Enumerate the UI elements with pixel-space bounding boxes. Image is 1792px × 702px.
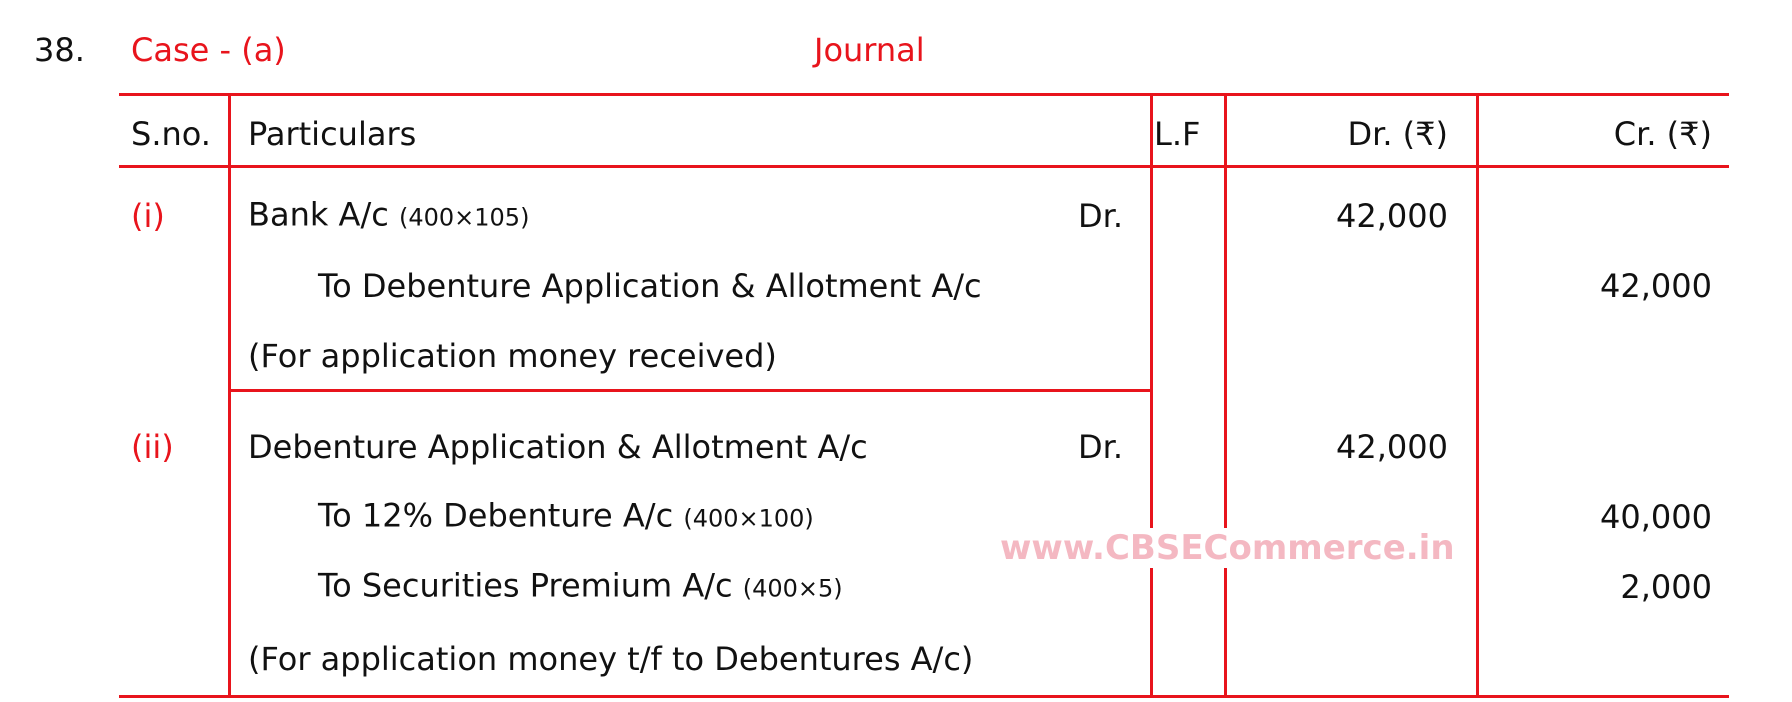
table-bottom-rule — [119, 695, 1729, 698]
cr-amount: 40,000 — [1600, 498, 1712, 536]
col-divider — [1224, 93, 1227, 698]
dr-mark: Dr. — [1078, 197, 1124, 235]
case-label: Case - (a) — [131, 31, 286, 69]
dr-amount: 42,000 — [1336, 428, 1448, 466]
debit-account: Bank A/c (400×105) — [248, 195, 529, 238]
table-top-rule — [119, 93, 1729, 96]
entry-sno: (ii) — [131, 428, 174, 466]
debit-account: Debenture Application & Allotment A/c — [248, 428, 868, 466]
cr-amount: 2,000 — [1620, 568, 1712, 606]
credit-account: To 12% Debenture A/c (400×100) — [318, 496, 814, 539]
header-sno: S.no. — [131, 115, 211, 153]
account-name: Bank A/c — [248, 195, 389, 234]
calculation-note: (400×105) — [398, 203, 530, 232]
account-name: To 12% Debenture A/c — [318, 496, 674, 535]
header-bottom-rule — [119, 165, 1729, 168]
col-divider — [228, 93, 231, 698]
narration: (For application money received) — [248, 337, 777, 375]
entry-sno: (i) — [131, 197, 165, 235]
header-particulars: Particulars — [248, 115, 417, 153]
header-lf: L.F — [1154, 115, 1201, 153]
calculation-note: (400×100) — [683, 504, 814, 533]
cr-amount: 42,000 — [1600, 267, 1712, 305]
dr-amount: 42,000 — [1336, 197, 1448, 235]
narration: (For application money t/f to Debentures… — [248, 640, 974, 678]
calculation-note: (400×5) — [742, 574, 843, 603]
credit-account: To Debenture Application & Allotment A/c — [318, 267, 982, 305]
question-number: 38. — [34, 31, 85, 69]
header-dr: Dr. (₹) — [1347, 115, 1448, 153]
watermark: www.CBSECommerce.in — [996, 528, 1459, 568]
col-divider — [1150, 93, 1153, 698]
account-name: To Securities Premium A/c — [318, 566, 733, 605]
col-divider — [1476, 93, 1479, 698]
credit-account: To Securities Premium A/c (400×5) — [318, 566, 843, 609]
journal-title: Journal — [814, 31, 925, 69]
header-cr: Cr. (₹) — [1613, 115, 1712, 153]
entry-separator — [229, 389, 1151, 392]
dr-mark: Dr. — [1078, 428, 1124, 466]
